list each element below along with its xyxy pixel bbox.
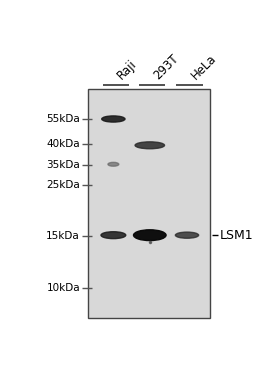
Ellipse shape xyxy=(134,230,166,240)
Ellipse shape xyxy=(108,162,119,166)
Text: 25kDa: 25kDa xyxy=(46,180,80,190)
Text: LSM1: LSM1 xyxy=(220,229,253,242)
Text: Raji: Raji xyxy=(115,58,140,83)
Ellipse shape xyxy=(175,232,199,238)
Text: 10kDa: 10kDa xyxy=(46,283,80,293)
Bar xyxy=(88,89,210,318)
Text: HeLa: HeLa xyxy=(189,52,219,83)
Ellipse shape xyxy=(135,142,165,149)
Text: 40kDa: 40kDa xyxy=(46,139,80,149)
Text: 35kDa: 35kDa xyxy=(46,160,80,170)
Text: 55kDa: 55kDa xyxy=(46,114,80,124)
Ellipse shape xyxy=(102,116,125,122)
Text: 15kDa: 15kDa xyxy=(46,231,80,240)
Text: 293T: 293T xyxy=(151,52,182,83)
Ellipse shape xyxy=(101,232,126,239)
